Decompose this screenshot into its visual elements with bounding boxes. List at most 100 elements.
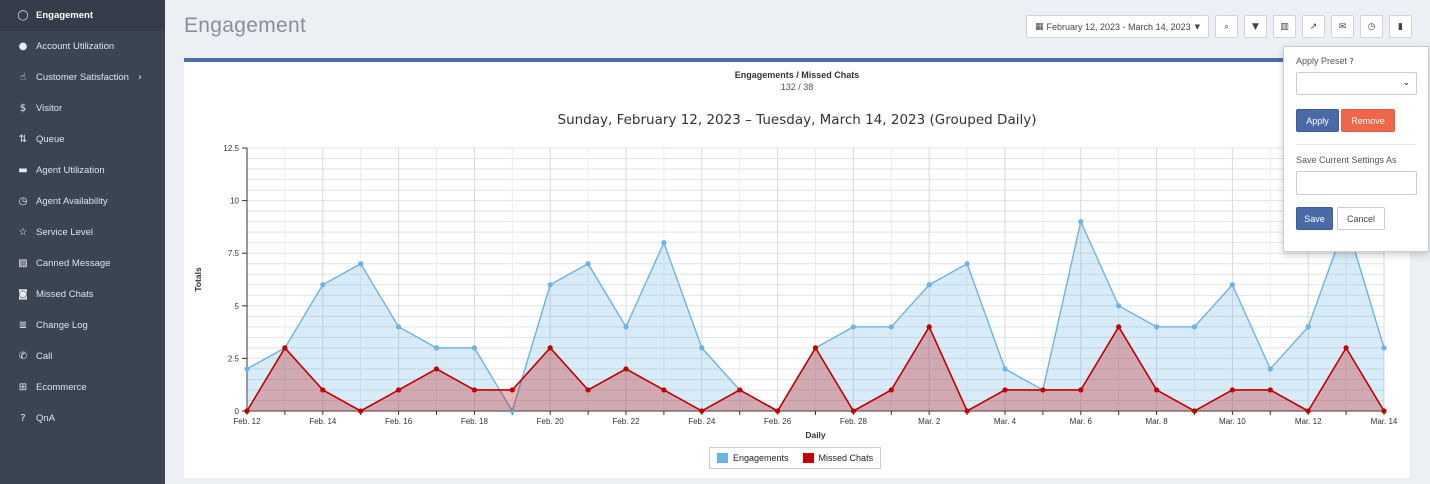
point-missed-chats[interactable] [926, 324, 932, 330]
point-missed-chats[interactable] [396, 387, 402, 393]
point-engagements[interactable] [888, 324, 894, 330]
apply-preset-label: Apply Preset ? [1296, 56, 1416, 66]
point-engagements[interactable] [358, 261, 364, 267]
sidebar-item-qna[interactable]: ? QnA [0, 403, 165, 434]
sidebar-item-change-log[interactable]: ≣ Change Log [0, 310, 165, 341]
date-range-picker[interactable]: ▦ February 12, 2023 - March 14, 2023 ▼ [1026, 15, 1209, 38]
point-missed-chats[interactable] [1267, 387, 1273, 393]
point-engagements[interactable] [1305, 324, 1311, 330]
point-missed-chats[interactable] [547, 345, 553, 351]
search-button[interactable]: ⌕ [1215, 15, 1238, 38]
sidebar-item-ecommerce[interactable]: ⊞ Ecommerce [0, 372, 165, 403]
sidebar-item-account-utilization[interactable]: ● Account Utilization [0, 31, 165, 62]
point-missed-chats[interactable] [471, 387, 477, 393]
sidebar-item-queue[interactable]: ⇅ Queue [0, 124, 165, 155]
point-missed-chats[interactable] [964, 408, 970, 414]
sidebar-item-agent-availability[interactable]: ◷ Agent Availability [0, 186, 165, 217]
share-button[interactable]: ↗ [1302, 15, 1325, 38]
save-button[interactable]: Save [1296, 207, 1333, 230]
sidebar-item-customer-satisfaction[interactable]: ☝ Customer Satisfaction › [0, 62, 165, 93]
point-engagements[interactable] [433, 345, 440, 351]
point-missed-chats[interactable] [1154, 387, 1160, 393]
point-missed-chats[interactable] [509, 387, 515, 393]
preset-select[interactable]: ⌄ [1296, 72, 1417, 95]
point-engagements[interactable] [926, 282, 932, 288]
bookmark-button[interactable]: ▮ [1389, 15, 1412, 38]
point-missed-chats[interactable] [1343, 345, 1349, 351]
sidebar-item-label: Ecommerce [36, 382, 87, 393]
point-missed-chats[interactable] [1229, 387, 1235, 393]
point-missed-chats[interactable] [282, 345, 288, 351]
point-engagements[interactable] [964, 261, 970, 267]
point-engagements[interactable] [244, 366, 250, 372]
time-icon: ◷ [1367, 21, 1376, 32]
legend-item-missed-chats[interactable]: Missed Chats [802, 453, 873, 463]
point-missed-chats[interactable] [1305, 408, 1311, 414]
point-engagements[interactable] [547, 282, 553, 288]
help-icon[interactable]: ? [1349, 57, 1354, 66]
y-tick-label: 10 [230, 197, 239, 206]
x-tick-label: Feb. 16 [385, 417, 413, 426]
camera-icon: ◙ [18, 289, 28, 300]
email-icon: ✉ [1338, 21, 1347, 32]
point-missed-chats[interactable] [585, 387, 591, 393]
remove-button[interactable]: Remove [1341, 109, 1395, 132]
chart-panel: Engagements / Missed Chats 132 / 38 Sund… [184, 58, 1410, 478]
point-missed-chats[interactable] [320, 387, 326, 393]
point-engagements[interactable] [1154, 324, 1160, 330]
sidebar-item-missed-chats[interactable]: ◙ Missed Chats [0, 279, 165, 310]
cancel-button[interactable]: Cancel [1337, 207, 1385, 230]
point-engagements[interactable] [1191, 324, 1198, 330]
sidebar-item-canned-message[interactable]: ▨ Canned Message [0, 248, 165, 279]
point-missed-chats[interactable] [623, 366, 629, 372]
legend-item-engagements[interactable]: Engagements [717, 453, 789, 463]
point-missed-chats[interactable] [775, 408, 781, 414]
point-missed-chats[interactable] [1078, 387, 1084, 393]
point-engagements[interactable] [1381, 345, 1387, 351]
point-missed-chats[interactable] [1040, 387, 1046, 393]
point-missed-chats[interactable] [1191, 408, 1198, 414]
point-missed-chats[interactable] [433, 366, 440, 372]
point-engagements[interactable] [661, 240, 667, 246]
point-missed-chats[interactable] [812, 345, 819, 351]
star-icon: ☆ [18, 227, 28, 238]
point-engagements[interactable] [1267, 366, 1273, 372]
point-missed-chats[interactable] [661, 387, 667, 393]
x-tick-label: Mar. 14 [1371, 417, 1398, 426]
point-missed-chats[interactable] [737, 387, 743, 393]
sidebar-item-agent-utilization[interactable]: ▬ Agent Utilization [0, 155, 165, 186]
filter-button[interactable]: ▼ [1244, 15, 1267, 38]
point-missed-chats[interactable] [358, 408, 364, 414]
sidebar-item-engagement[interactable]: ◯ Engagement [0, 0, 165, 31]
point-engagements[interactable] [1078, 219, 1084, 225]
point-engagements[interactable] [509, 408, 515, 414]
bar-chart-button[interactable]: ▥ [1273, 15, 1296, 38]
time-button[interactable]: ◷ [1360, 15, 1383, 38]
point-engagements[interactable] [699, 345, 705, 351]
point-missed-chats[interactable] [1116, 324, 1122, 330]
save-settings-input[interactable] [1296, 171, 1417, 195]
x-tick-label: Feb. 26 [764, 417, 792, 426]
point-engagements[interactable] [1229, 282, 1235, 288]
point-missed-chats[interactable] [244, 408, 250, 414]
point-engagements[interactable] [471, 345, 477, 351]
point-engagements[interactable] [1002, 366, 1008, 372]
point-engagements[interactable] [1116, 303, 1122, 309]
point-missed-chats[interactable] [1002, 387, 1008, 393]
point-engagements[interactable] [585, 261, 591, 267]
sidebar-item-service-level[interactable]: ☆ Service Level [0, 217, 165, 248]
point-engagements[interactable] [850, 324, 857, 330]
apply-button[interactable]: Apply [1296, 109, 1339, 132]
point-missed-chats[interactable] [1381, 408, 1387, 414]
point-missed-chats[interactable] [850, 408, 857, 414]
point-engagements[interactable] [396, 324, 402, 330]
sidebar-item-label: Engagement [36, 10, 94, 21]
point-missed-chats[interactable] [699, 408, 705, 414]
sidebar-item-call[interactable]: ✆ Call [0, 341, 165, 372]
point-engagements[interactable] [320, 282, 326, 288]
point-missed-chats[interactable] [888, 387, 894, 393]
point-engagements[interactable] [623, 324, 629, 330]
email-button[interactable]: ✉ [1331, 15, 1354, 38]
bookmark-icon: ▮ [1398, 21, 1403, 32]
sidebar-item-visitor[interactable]: $ Visitor [0, 93, 165, 124]
